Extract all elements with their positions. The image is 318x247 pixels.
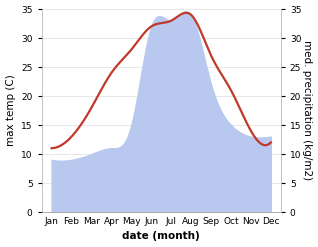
X-axis label: date (month): date (month): [122, 231, 200, 242]
Y-axis label: max temp (C): max temp (C): [5, 75, 16, 146]
Y-axis label: med. precipitation (kg/m2): med. precipitation (kg/m2): [302, 41, 313, 181]
